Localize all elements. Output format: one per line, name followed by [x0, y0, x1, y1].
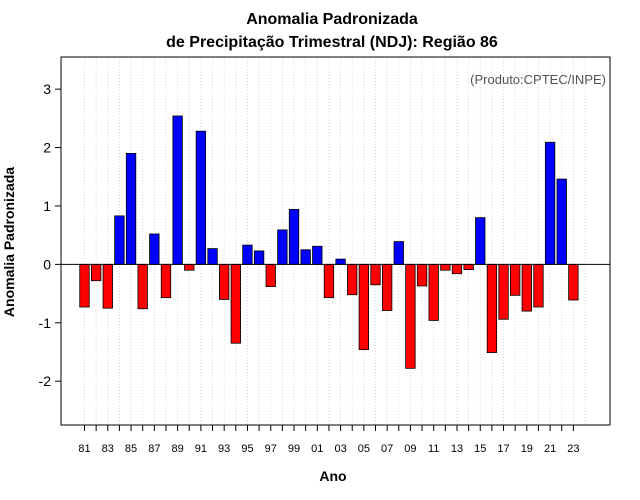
- bar-87: [149, 233, 160, 265]
- bar-89: [172, 115, 183, 265]
- bar-00: [300, 249, 311, 265]
- bar-15: [475, 217, 486, 265]
- bar-82: [90, 263, 102, 282]
- bar-95: [242, 244, 253, 265]
- y-tick-label: -1: [39, 315, 52, 331]
- x-tick-label: 19: [521, 443, 533, 455]
- bar-84: [114, 215, 125, 265]
- x-tick-label: 11: [428, 443, 439, 455]
- bar-97: [265, 263, 276, 287]
- y-tick-label: 3: [43, 81, 51, 97]
- x-axis-label: Ano: [319, 468, 346, 484]
- bar-08: [393, 241, 404, 265]
- bar-13: [451, 263, 463, 275]
- x-tick-label: 85: [125, 443, 137, 455]
- bar-94: [230, 263, 241, 344]
- x-tick-label: 21: [544, 443, 556, 455]
- x-tick-label: 97: [265, 443, 277, 455]
- bar-91: [195, 130, 207, 265]
- bar-19: [521, 263, 532, 312]
- x-tick-label: 07: [381, 443, 393, 455]
- bar-96: [253, 250, 265, 265]
- bar-86: [137, 263, 148, 310]
- bar-17: [498, 263, 509, 320]
- bar-90: [184, 263, 195, 271]
- x-tick-label: 95: [241, 443, 253, 455]
- x-tick-label: 83: [102, 443, 114, 455]
- chart-title-line2: de Precipitação Trimestral (NDJ): Região…: [166, 34, 498, 51]
- x-tick-label: 87: [148, 443, 160, 455]
- x-tick-label: 91: [195, 443, 207, 455]
- x-tick-label: 05: [358, 443, 370, 455]
- bar-21: [544, 141, 556, 265]
- bar-83: [102, 263, 113, 309]
- source-annotation: (Produto:CPTEC/INPE): [470, 72, 606, 87]
- x-axis: 81 83 85 87 89 91 93 95 97 99 01 03 05 07 09 11 13 15 17 19…: [78, 425, 580, 455]
- plot-frame: [60, 56, 611, 426]
- x-tick-label: 15: [474, 443, 486, 455]
- x-tick-label: 13: [451, 443, 463, 455]
- bar-07: [381, 263, 393, 311]
- bar-05: [358, 263, 370, 351]
- bar-99: [288, 209, 300, 265]
- bars: [79, 115, 579, 369]
- bar-10: [416, 263, 428, 287]
- x-tick-label: 17: [497, 443, 509, 455]
- bar-20: [533, 263, 544, 308]
- bar-01: [312, 245, 323, 265]
- bar-23: [568, 263, 579, 301]
- bar-03: [335, 258, 346, 265]
- chart-title-line1: Anomalia Padronizada: [246, 11, 418, 28]
- bar-11: [428, 263, 439, 321]
- bar-04: [347, 263, 358, 296]
- y-axis: -2 -1 0 1 2 3: [39, 81, 61, 389]
- x-tick-label: 03: [334, 443, 346, 455]
- x-tick-label: 89: [171, 443, 183, 455]
- bar-81: [79, 263, 90, 308]
- y-tick-label: -2: [39, 373, 52, 389]
- x-tick-label: 23: [567, 443, 579, 455]
- bar-12: [440, 263, 451, 271]
- bar-88: [160, 263, 172, 299]
- y-tick-label: 0: [43, 256, 51, 272]
- bar-93: [219, 263, 230, 300]
- x-tick-label: 99: [288, 443, 300, 455]
- bar-02: [323, 263, 335, 299]
- x-tick-label: 09: [404, 443, 416, 455]
- bar-85: [125, 152, 137, 265]
- grid-lines: [84, 57, 586, 425]
- bar-98: [277, 229, 288, 265]
- bar-06: [370, 263, 381, 286]
- bar-16: [486, 263, 498, 353]
- y-tick-label: 1: [43, 198, 51, 214]
- x-tick-label: 01: [311, 443, 323, 455]
- bar-92: [207, 248, 218, 265]
- bar-22: [556, 178, 567, 265]
- x-tick-label: 81: [78, 443, 90, 455]
- bar-09: [405, 263, 416, 369]
- y-axis-label: Anomalia Padronizada: [1, 167, 17, 317]
- bar-14: [463, 263, 474, 271]
- x-tick-label: 93: [218, 443, 230, 455]
- bar-18: [510, 263, 521, 296]
- y-tick-label: 2: [43, 140, 51, 156]
